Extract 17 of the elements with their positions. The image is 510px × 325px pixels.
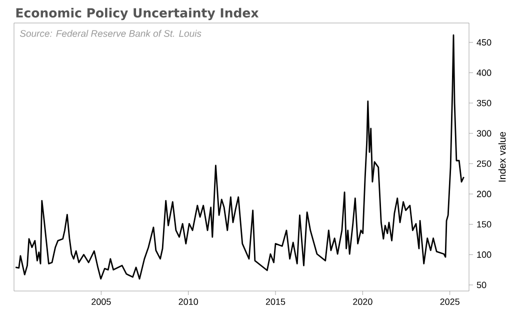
y-tick-label: 300 [476, 130, 492, 137]
y-tick-label: 450 [476, 39, 492, 46]
y-tick-label: 350 [476, 100, 492, 106]
y-tick-label: 200 [476, 190, 492, 198]
y-tick-label: 400 [476, 70, 492, 76]
x-tick-label: 2005 [92, 298, 111, 305]
chart-title: Economic Policy Uncertainty Index [16, 8, 259, 20]
y-tick-label: 100 [477, 251, 492, 258]
y-tick-label: 250 [476, 160, 492, 167]
y-tick-label: 150 [477, 221, 492, 228]
y-axis-title: Index value [498, 132, 506, 182]
x-tick-label: 2010 [178, 298, 198, 305]
y-tick-label: 50 [476, 282, 486, 288]
x-tick-label: 2015 [266, 298, 286, 305]
x-tick-label: 2020 [353, 298, 372, 305]
annotation: Source: Federal Reserve Bank of St. Louis [20, 30, 202, 37]
x-tick-label: 2025 [440, 298, 460, 305]
